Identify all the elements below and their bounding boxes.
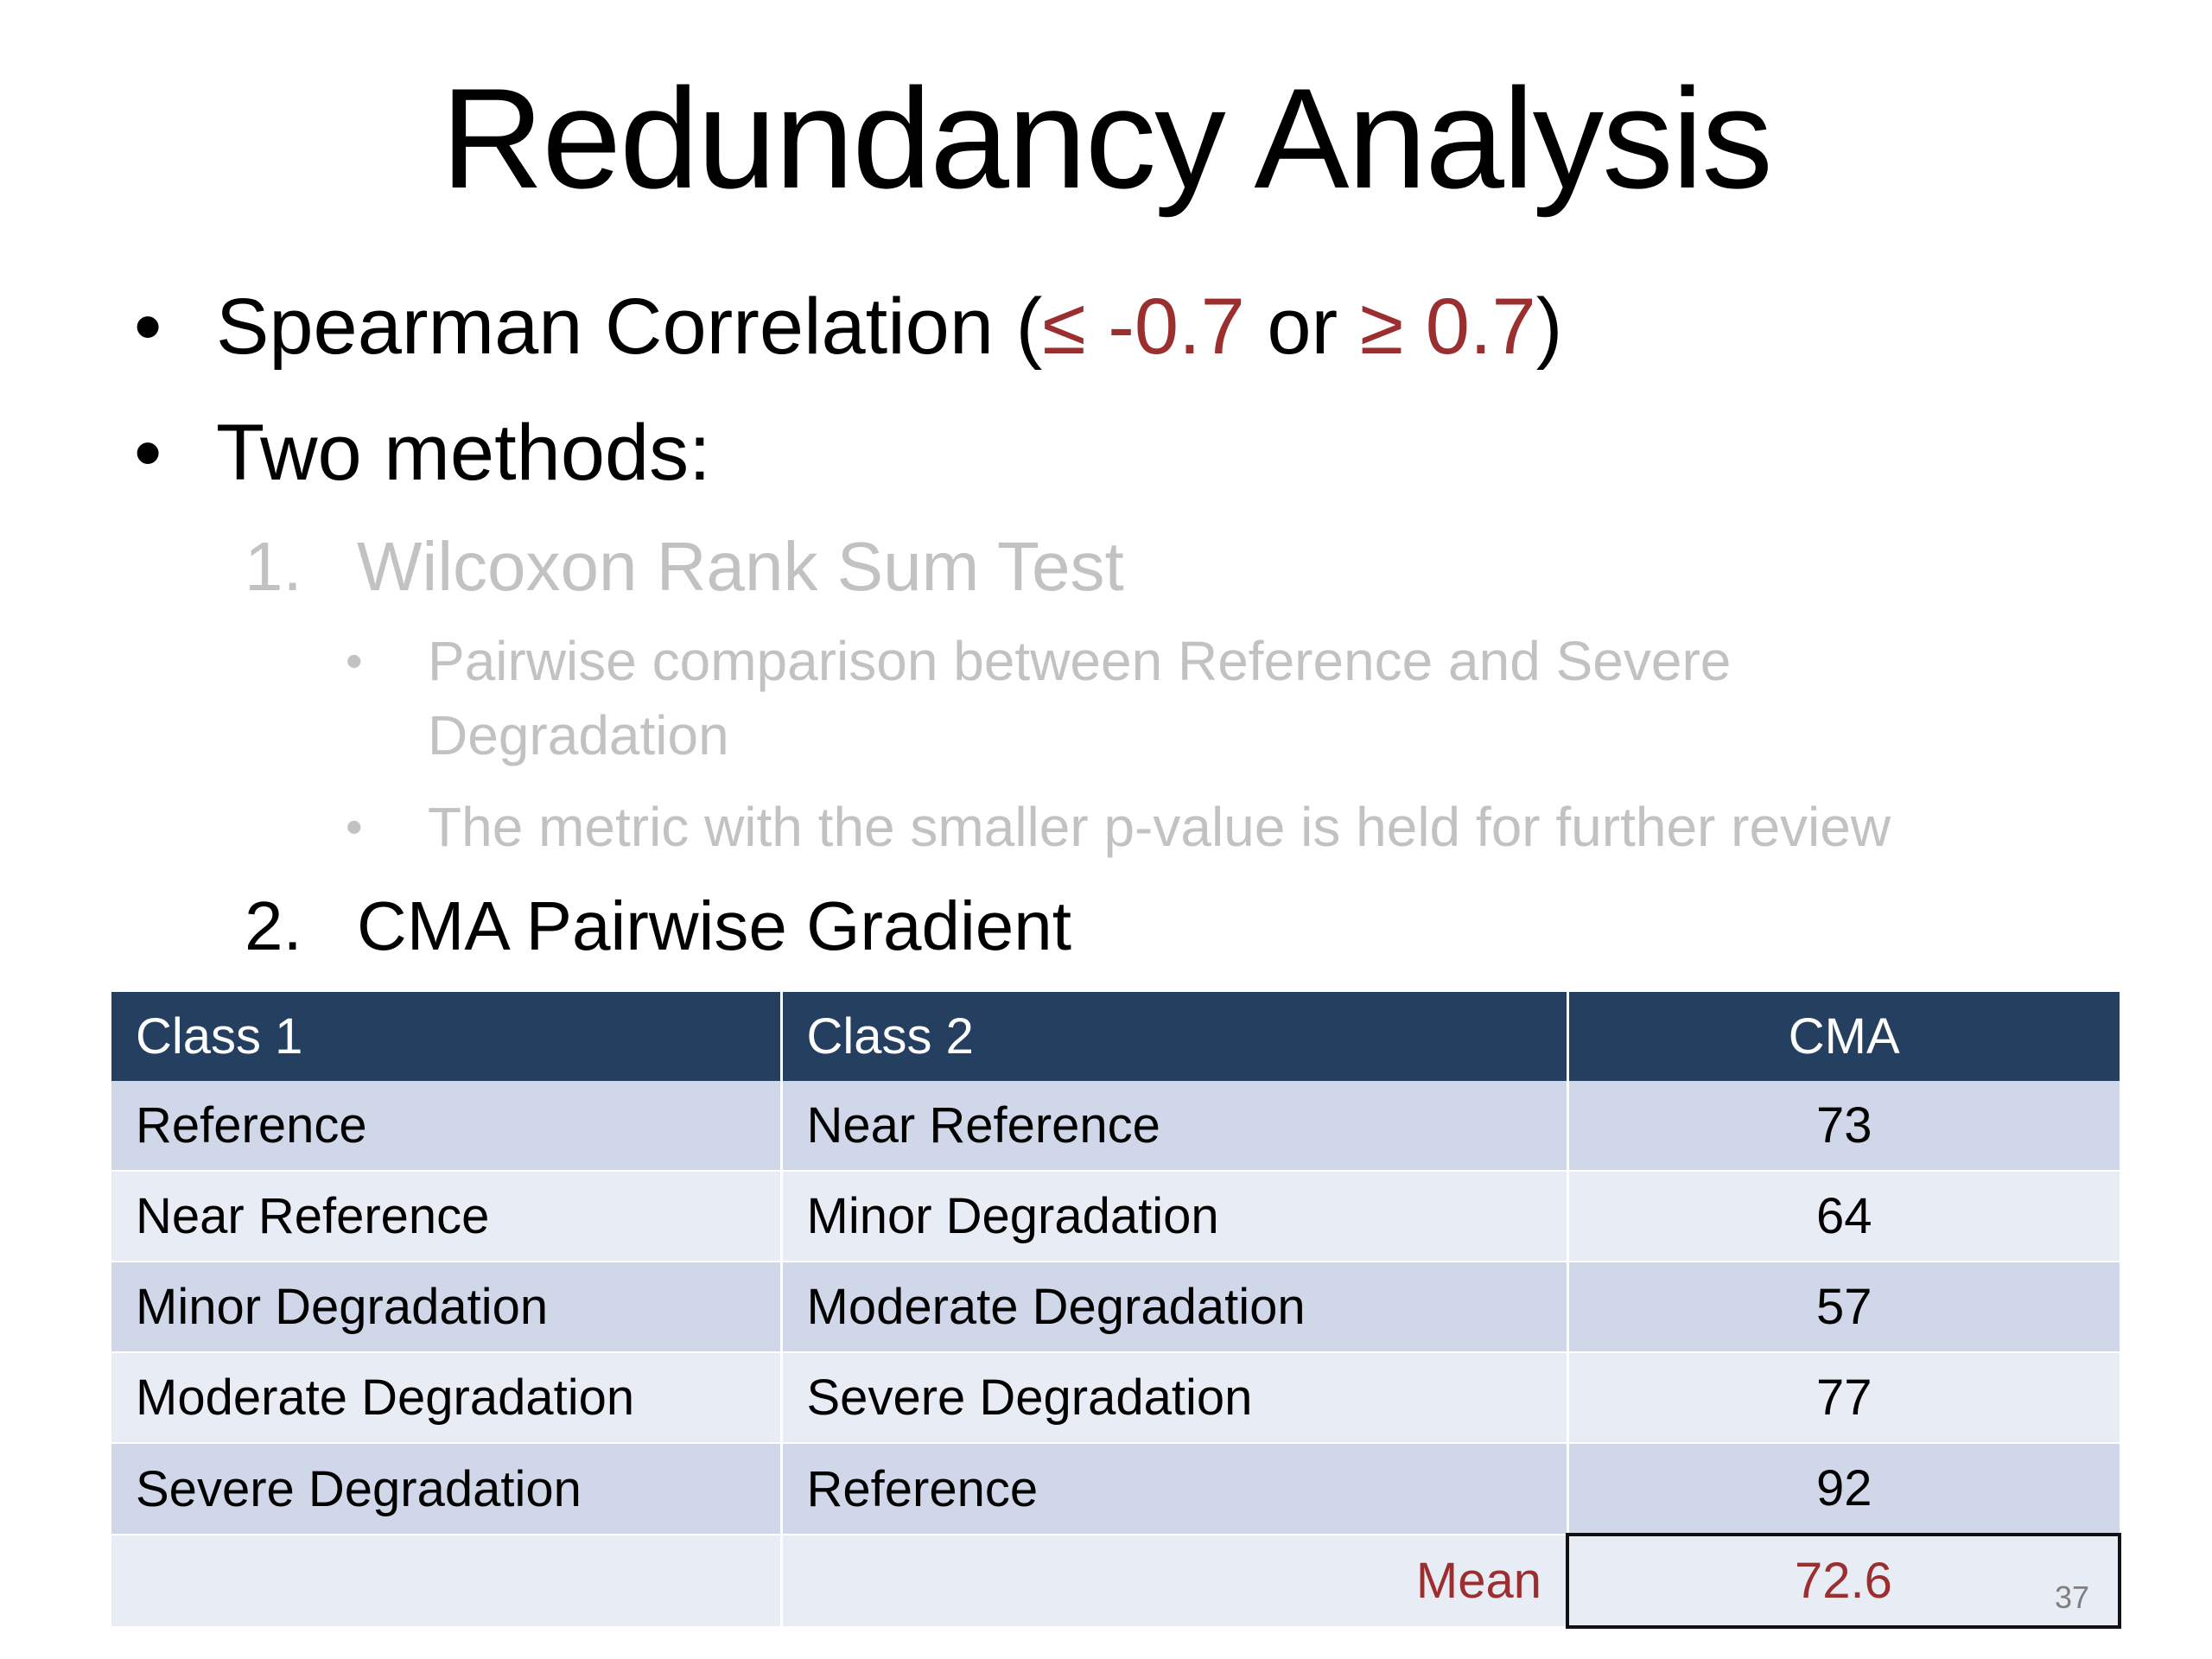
spearman-or: or: [1244, 283, 1360, 371]
subpoint-text: Pairwise comparison between Reference an…: [428, 630, 1732, 766]
cell-class-2: Minor Degradation: [781, 1171, 1569, 1262]
bullet-dot: •: [134, 409, 162, 497]
method-1-label: Wilcoxon Rank Sum Test: [357, 528, 1124, 605]
header-class-1: Class 1: [111, 992, 783, 1081]
table-row: Minor Degradation Moderate Degradation 5…: [111, 1262, 2120, 1353]
cell-class-2: Reference: [781, 1443, 1569, 1535]
cell-class-1: Minor Degradation: [111, 1262, 783, 1353]
cell-class-2: Severe Degradation: [781, 1352, 1569, 1444]
spearman-lower-threshold: ≤ -0.7: [1042, 283, 1245, 371]
cma-table: Class 1 Class 2 CMA Reference Near Refer…: [111, 992, 2121, 1629]
subpoint-dot: •: [346, 799, 363, 854]
mean-value: 72.6: [1566, 1533, 2121, 1629]
cell-class-1: Severe Degradation: [111, 1443, 783, 1535]
table-mean-row: Mean 72.6: [111, 1533, 2121, 1629]
mean-label: Mean: [781, 1535, 1569, 1628]
cell-cma: 92: [1567, 1443, 2120, 1535]
cell-class-1: Near Reference: [111, 1171, 783, 1262]
cell-cma: 57: [1567, 1262, 2120, 1353]
cell-cma: 64: [1567, 1171, 2120, 1262]
table-row: Severe Degradation Reference 92: [111, 1443, 2120, 1535]
spearman-prefix: Spearman Correlation (: [216, 283, 1043, 371]
header-cma: CMA: [1567, 992, 2120, 1081]
bullet-two-methods-text: Two methods:: [216, 409, 711, 497]
cell-cma: 77: [1567, 1352, 2120, 1444]
page-number: 37: [2055, 1580, 2090, 1615]
table-row: Near Reference Minor Degradation 64: [111, 1171, 2120, 1262]
table-header-row: Class 1 Class 2 CMA: [111, 992, 2120, 1081]
subpoint-dot: •: [346, 633, 363, 688]
method-2-label: CMA Pairwise Gradient: [357, 887, 1071, 964]
spearman-suffix: ): [1535, 283, 1563, 371]
cell-class-2: Near Reference: [781, 1081, 1569, 1172]
method-2-number: 2.: [245, 887, 302, 964]
table-row: Moderate Degradation Severe Degradation …: [111, 1352, 2120, 1444]
subpoint-text: The metric with the smaller p-value is h…: [428, 796, 1891, 858]
bullet-dot: •: [134, 283, 162, 371]
cell-cma: 73: [1567, 1081, 2120, 1172]
cell-class-1: Moderate Degradation: [111, 1352, 783, 1444]
header-class-2: Class 2: [781, 992, 1569, 1081]
bullet-spearman-text: Spearman Correlation (≤ -0.7 or ≥ 0.7): [216, 287, 1562, 366]
mean-empty-cell: [111, 1535, 783, 1628]
spearman-upper-threshold: ≥ 0.7: [1359, 283, 1536, 371]
table-row: Reference Near Reference 73: [111, 1081, 2120, 1172]
method-1-number: 1.: [245, 528, 302, 605]
cell-class-1: Reference: [111, 1081, 783, 1172]
cell-class-2: Moderate Degradation: [781, 1262, 1569, 1353]
slide-title: Redundancy Analysis: [441, 59, 1773, 218]
